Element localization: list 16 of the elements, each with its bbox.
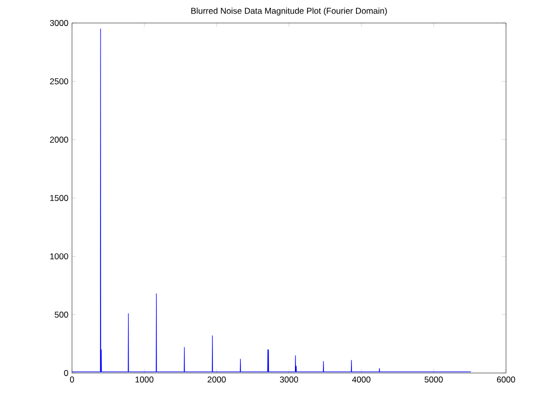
y-tick-label: 1500 [50, 195, 68, 201]
x-tick-label: 0 [70, 376, 74, 383]
x-tick-label: 5000 [424, 376, 443, 383]
line-series [72, 28, 472, 372]
y-tick-label: 2500 [50, 78, 68, 84]
chart-title: Blurred Noise Data Magnitude Plot (Fourier Domain) [191, 8, 387, 16]
y-tick-label: 1000 [50, 253, 68, 260]
x-tick-label: 2000 [208, 376, 226, 383]
y-tick-label: 2000 [50, 136, 68, 143]
y-tick-label: 3000 [50, 20, 68, 26]
y-tick-label: 500 [54, 312, 68, 318]
x-tick-label: 6000 [497, 376, 516, 383]
x-tick-label: 4000 [352, 376, 370, 383]
y-tick-label: 0 [64, 370, 68, 376]
x-tick-label: 3000 [280, 376, 298, 383]
x-tick-label: 1000 [136, 376, 154, 383]
